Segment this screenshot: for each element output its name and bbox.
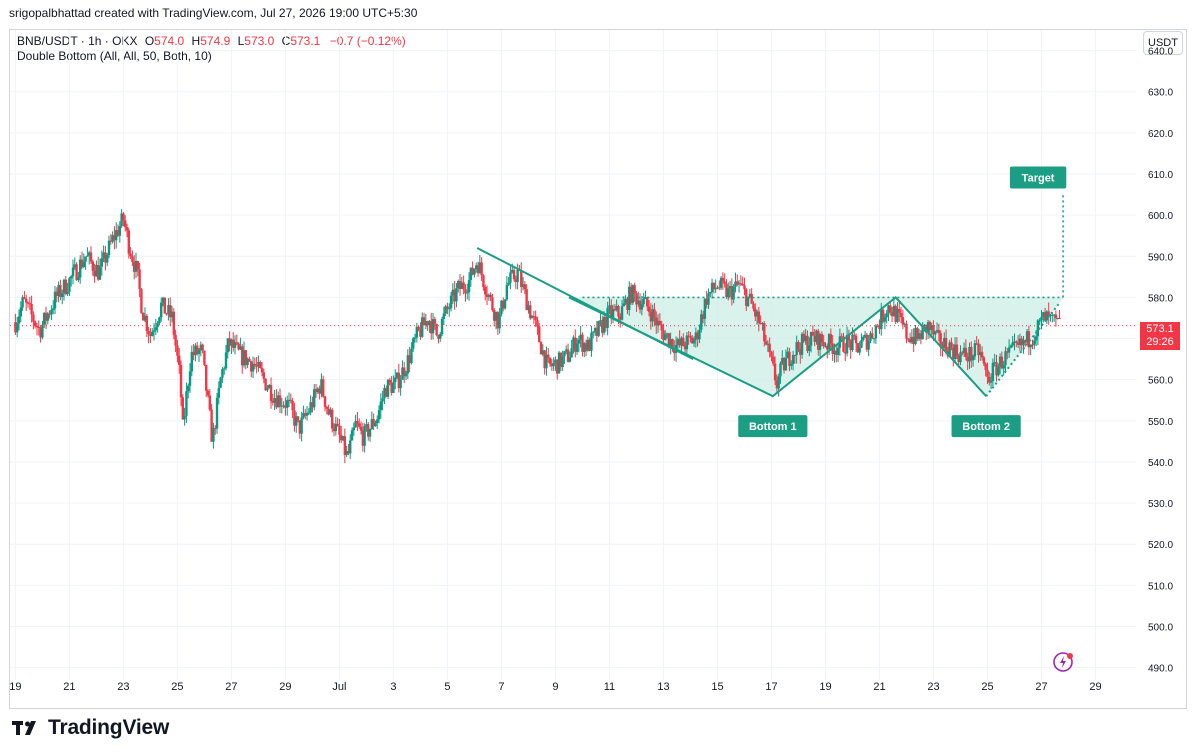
low-value: 573.0 [244,34,275,48]
high-value: 574.9 [200,34,231,48]
close-value: 573.1 [290,34,321,48]
last-price-tag: 573.1 29:26 [1140,322,1180,350]
indicator-legend[interactable]: Double Bottom (All, All, 50, Both, 10) [17,49,212,63]
low-label: L [237,34,245,48]
symbol-label[interactable]: BNB/USDT · 1h · OKX [17,34,138,48]
change-value: −0.7 (−0.12%) [329,34,406,48]
brand-name: TradingView [48,716,170,739]
lightning-icon-graphic [1053,652,1073,672]
lightning-icon[interactable] [1052,651,1076,680]
footer[interactable]: TradingView [12,716,169,740]
high-label: H [191,34,201,48]
chart-frame [9,29,1187,709]
open-value: 574.0 [154,34,185,48]
currency-button[interactable]: USDT [1143,31,1183,55]
last-price: 573.1 [1146,323,1174,335]
close-label: C [281,34,291,48]
tradingview-logo-icon [12,721,36,735]
open-label: O [144,34,155,48]
bar-countdown: 29:26 [1146,336,1174,348]
symbol-legend[interactable]: BNB/USDT · 1h · OKX O574.0 H574.9 L573.0… [17,33,406,49]
attribution-text: srigopalbhattad created with TradingView… [9,6,418,20]
